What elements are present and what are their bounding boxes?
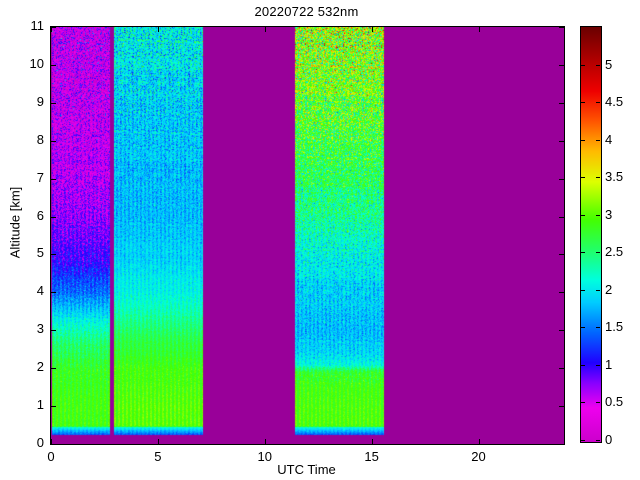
colorbar-tick	[581, 102, 585, 104]
colorbar-tick	[596, 102, 600, 104]
x-axis-tick-label: 5	[154, 449, 162, 464]
colorbar-tick-label: 3.5	[605, 169, 624, 185]
y-axis-tick-label: 1	[36, 397, 44, 413]
y-axis-tick-label: 10	[29, 55, 44, 71]
colorbar-gradient	[580, 26, 602, 443]
y-axis-tick	[559, 178, 564, 180]
y-axis-tick	[559, 368, 564, 370]
x-axis-tick-label: 15	[364, 449, 379, 464]
heatmap-plot-area	[50, 26, 565, 445]
colorbar-tick	[596, 289, 600, 291]
y-axis-tick	[559, 102, 564, 104]
page-title: 20220722 532nm	[254, 4, 359, 19]
y-axis-tick	[51, 254, 56, 256]
colorbar-tick-label: 3	[605, 206, 613, 222]
colorbar: 0 0.5 1 1.5 2 2.5 3 3.5 4 4.5 5	[580, 26, 623, 447]
colorbar-tick	[581, 440, 585, 441]
colorbar-tick	[581, 214, 585, 216]
x-axis-tick-label: 20	[471, 449, 486, 464]
colorbar-tick	[596, 177, 600, 179]
y-axis-tick-label: 5	[36, 245, 44, 261]
colorbar-tick	[581, 364, 585, 366]
colorbar-tick	[581, 402, 585, 404]
y-axis-tick	[559, 444, 564, 445]
colorbar-tick	[596, 64, 600, 66]
y-axis-tick	[51, 292, 56, 294]
y-axis-tick-label: 8	[36, 131, 44, 147]
y-axis-tick-label: 11	[30, 18, 45, 33]
colorbar-tick	[581, 177, 585, 179]
y-axis-tick	[559, 406, 564, 408]
colorbar-tick-label: 1	[605, 356, 613, 372]
colorbar-tick-label: 2	[605, 281, 613, 297]
x-axis-tick-label: 0	[47, 449, 55, 464]
y-axis-tick	[559, 216, 564, 218]
y-axis-title: Altitude [km]	[7, 186, 23, 259]
colorbar-tick	[596, 402, 600, 404]
colorbar-tick-label: 0	[605, 432, 613, 447]
y-axis-tick	[559, 330, 564, 332]
y-axis-tick	[559, 64, 564, 66]
x-axis-title: UTC Time	[277, 462, 336, 477]
y-axis-tick	[51, 444, 56, 445]
colorbar-tick	[581, 252, 585, 254]
y-axis-tick	[51, 368, 56, 370]
x-axis-tick-label: 10	[257, 449, 272, 464]
colorbar-tick	[596, 364, 600, 366]
x-axis-tick	[264, 439, 266, 444]
heatmap-canvas	[51, 27, 564, 444]
y-axis-tick	[559, 254, 564, 256]
y-axis-tick	[51, 64, 56, 66]
colorbar-tick-label: 2.5	[605, 244, 624, 260]
colorbar-tick	[581, 327, 585, 329]
x-axis-tick	[478, 439, 480, 444]
x-axis-tick	[478, 27, 480, 32]
colorbar-tick	[596, 252, 600, 254]
y-axis-tick	[559, 292, 564, 294]
y-axis-tick-label: 0	[36, 435, 44, 450]
y-axis-tick	[559, 140, 564, 142]
y-axis-tick-label: 7	[36, 169, 44, 185]
x-axis-tick	[157, 439, 159, 444]
colorbar-tick	[596, 214, 600, 216]
y-axis-tick	[51, 178, 56, 180]
y-axis-tick	[51, 140, 56, 142]
x-axis-tick	[51, 439, 52, 444]
y-axis-tick-label: 4	[36, 283, 44, 299]
colorbar-tick-label: 5	[605, 56, 613, 72]
y-axis-tick	[51, 406, 56, 408]
colorbar-tick	[596, 440, 600, 441]
colorbar-tick	[581, 64, 585, 66]
y-axis-tick	[559, 27, 564, 28]
y-axis-tick	[51, 27, 56, 28]
y-axis-tick	[51, 330, 56, 332]
colorbar-tick	[596, 139, 600, 141]
colorbar-tick-label: 1.5	[605, 319, 624, 335]
x-axis-tick	[371, 439, 373, 444]
colorbar-tick	[581, 139, 585, 141]
y-axis-tick	[51, 216, 56, 218]
colorbar-tick-label: 0.5	[605, 394, 624, 410]
y-axis-tick-label: 2	[36, 359, 44, 375]
y-axis-tick	[51, 102, 56, 104]
x-axis-tick	[51, 27, 52, 32]
x-axis-tick	[264, 27, 266, 32]
y-axis-tick-label: 3	[36, 321, 44, 337]
x-axis-tick	[157, 27, 159, 32]
colorbar-tick-label: 4.5	[605, 94, 624, 110]
x-axis-tick	[371, 27, 373, 32]
colorbar-tick-label: 4	[605, 131, 613, 147]
colorbar-tick	[596, 327, 600, 329]
y-axis-tick-label: 6	[36, 207, 44, 223]
colorbar-tick	[581, 289, 585, 291]
y-axis-tick-label: 9	[36, 93, 44, 109]
